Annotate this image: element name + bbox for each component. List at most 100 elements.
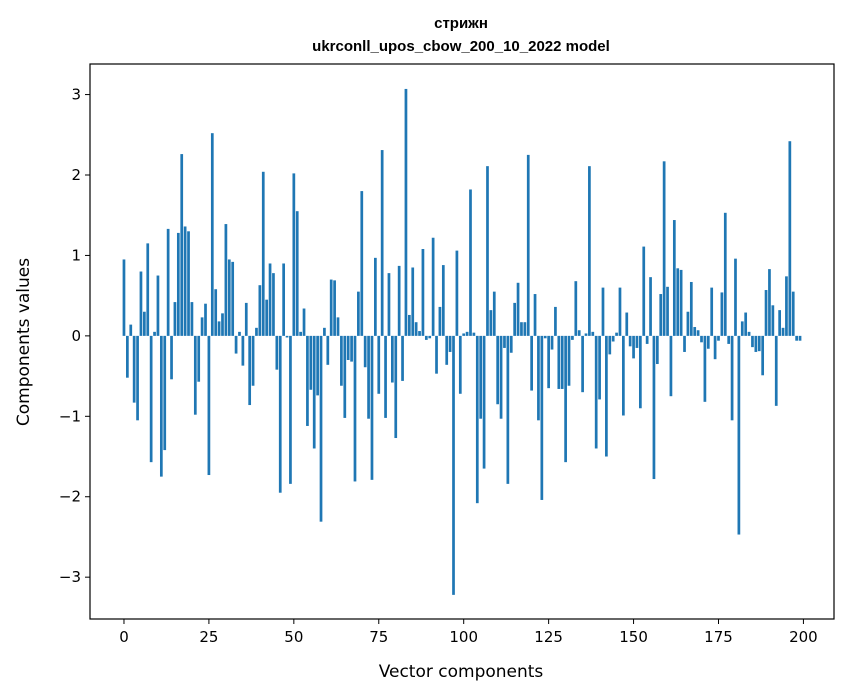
bar-66	[346, 335, 350, 360]
bar-3	[132, 335, 136, 403]
y-tick-label: 0	[71, 327, 81, 345]
bar-166	[686, 311, 690, 336]
bar-20	[190, 302, 194, 336]
bar-183	[744, 312, 748, 336]
bar-14	[170, 335, 173, 380]
x-axis-label: Vector components	[379, 662, 544, 682]
bar-32	[231, 261, 235, 336]
bar-15	[173, 302, 177, 336]
bar-61	[329, 279, 333, 336]
bar-107	[486, 166, 489, 336]
x-axis-ticks: 0 25 50 75 100 125 150 175 200	[119, 619, 818, 646]
bar-41	[261, 171, 265, 336]
y-tick-label: 3	[71, 86, 81, 104]
bar-117	[520, 322, 523, 336]
bar-103	[472, 332, 476, 336]
chart-title: стрижн ukrconll_upos_cbow_200_10_2022 mo…	[312, 15, 610, 55]
bar-4	[136, 335, 139, 421]
bar-157	[655, 335, 659, 365]
bar-174	[713, 335, 717, 360]
y-tick-label: −1	[59, 407, 81, 425]
bar-138	[591, 331, 595, 336]
bar-161	[669, 335, 673, 397]
bar-28	[217, 321, 221, 336]
bar-131	[567, 335, 571, 386]
bar-104	[475, 335, 479, 504]
bar-159	[662, 161, 666, 336]
bar-52	[299, 331, 302, 336]
bar-176	[720, 292, 724, 336]
bar-90	[428, 335, 432, 339]
bar-170	[700, 335, 703, 343]
bar-197	[791, 291, 795, 336]
bar-96	[448, 335, 452, 352]
bar-173	[710, 287, 714, 336]
bar-178	[727, 335, 731, 344]
bar-194	[781, 327, 785, 336]
bar-126	[550, 335, 554, 350]
bar-35	[241, 335, 245, 366]
bar-125	[547, 335, 550, 389]
bar-139	[594, 335, 598, 449]
bar-7	[146, 243, 150, 336]
bar-148	[625, 312, 629, 336]
bar-163	[676, 268, 680, 336]
bar-65	[343, 335, 347, 418]
plot-area-frame	[89, 63, 835, 620]
bar-25	[207, 335, 211, 476]
bar-56	[312, 335, 316, 449]
bar-68	[353, 335, 357, 482]
bar-113	[506, 335, 510, 484]
bar-51	[295, 211, 299, 336]
bar-134	[577, 330, 581, 336]
bar-23	[200, 317, 204, 336]
bar-175	[717, 335, 720, 341]
bar-199	[798, 335, 802, 341]
bar-130	[564, 335, 567, 463]
bar-30	[224, 224, 228, 336]
bar-191	[771, 305, 775, 336]
bar-151	[635, 335, 639, 348]
bar-8	[149, 335, 153, 463]
bar-81	[397, 265, 401, 336]
bar-1	[126, 335, 129, 378]
bar-192	[774, 335, 778, 406]
bar-164	[679, 269, 683, 336]
bar-73	[370, 335, 374, 480]
bar-111	[499, 335, 503, 419]
bar-13	[166, 228, 170, 336]
bar-186	[754, 335, 758, 352]
bar-36	[244, 302, 248, 336]
bar-94	[441, 265, 445, 336]
x-tick-label: 125	[534, 628, 563, 646]
x-tick-label: 175	[704, 628, 733, 646]
bar-0	[122, 259, 126, 336]
bar-160	[666, 286, 669, 336]
y-tick-label: −3	[59, 568, 81, 586]
bar-93	[438, 306, 442, 336]
bar-33	[234, 335, 238, 354]
bar-136	[584, 333, 588, 336]
bar-198	[795, 335, 798, 341]
bar-31	[227, 259, 231, 336]
bar-123	[540, 335, 544, 500]
bar-149	[628, 335, 632, 347]
chart-title-line-1: стрижн	[434, 15, 488, 32]
bar-19	[187, 231, 190, 336]
bar-154	[645, 335, 649, 344]
y-axis-ticks: −3 −2 −1 0 1 2 3	[59, 86, 90, 586]
bar-101	[465, 331, 469, 336]
bar-145	[615, 332, 618, 336]
bar-188	[761, 335, 765, 376]
bar-91	[431, 237, 435, 336]
x-tick-label: 75	[369, 628, 388, 646]
bar-39	[255, 327, 258, 336]
bar-171	[703, 335, 707, 402]
bar-118	[523, 322, 527, 336]
x-tick-label: 0	[119, 628, 129, 646]
bar-74	[374, 257, 377, 336]
bar-85	[411, 267, 415, 336]
x-tick-label: 200	[789, 628, 818, 646]
bar-37	[248, 335, 252, 406]
